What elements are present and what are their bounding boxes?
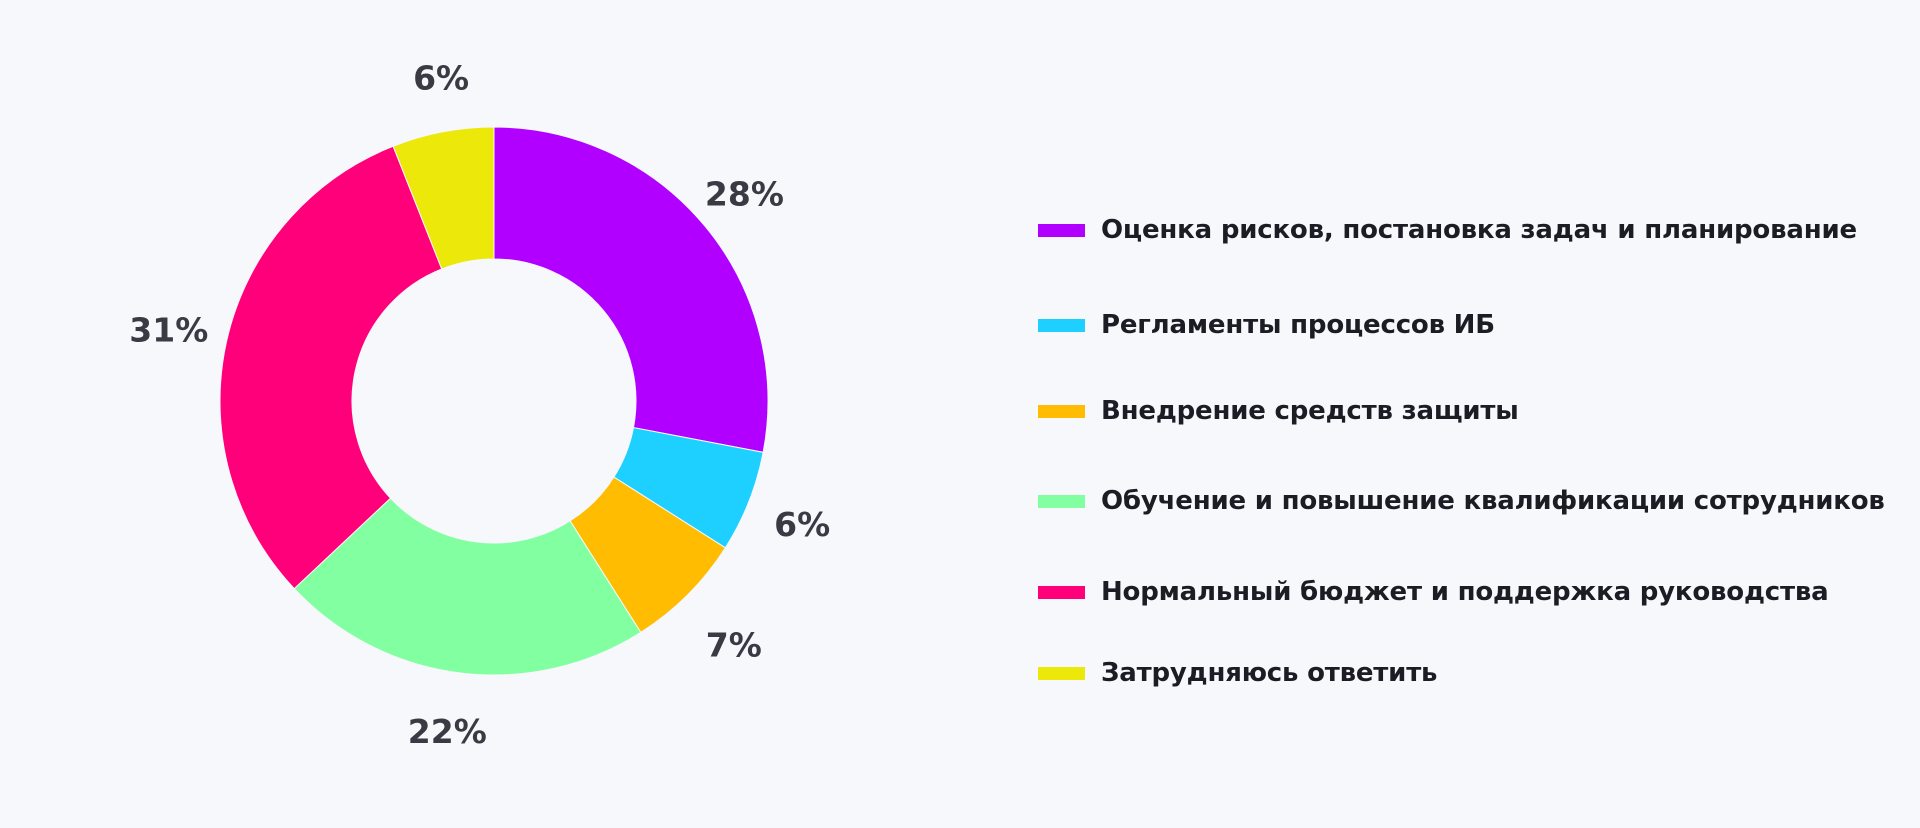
- slice-label-2: 6%: [774, 505, 830, 544]
- donut-slice-5: [219, 145, 443, 590]
- legend-label: Затрудняюсь ответить: [1101, 658, 1438, 688]
- legend-item: Нормальный бюджет и поддержка руководств…: [1038, 572, 1829, 612]
- slice-labels: 28% 6% 7% 22% 31% 6%: [129, 58, 830, 751]
- slice-label-6: 6%: [413, 58, 469, 97]
- donut-slice-1: [493, 126, 769, 453]
- legend-label: Регламенты процессов ИБ: [1101, 310, 1495, 340]
- slice-label-4: 22%: [408, 712, 487, 751]
- legend-label: Оценка рисков, постановка задач и планир…: [1101, 215, 1857, 245]
- legend-item: Внедрение средств защиты: [1038, 391, 1519, 431]
- slice-label-1: 28%: [705, 174, 784, 213]
- legend-item: Регламенты процессов ИБ: [1038, 305, 1495, 345]
- chart-legend: Оценка рисков, постановка задач и планир…: [1038, 0, 1918, 828]
- legend-label: Нормальный бюджет и поддержка руководств…: [1101, 577, 1829, 607]
- legend-item: Оценка рисков, постановка задач и планир…: [1038, 210, 1857, 250]
- donut-slice-4: [293, 497, 642, 676]
- legend-label: Обучение и повышение квалификации сотруд…: [1101, 486, 1885, 516]
- legend-swatch: [1038, 585, 1085, 599]
- legend-swatch: [1038, 666, 1085, 680]
- legend-item: Затрудняюсь ответить: [1038, 653, 1438, 693]
- donut-slices: [219, 126, 769, 676]
- slice-label-5: 31%: [129, 311, 208, 350]
- legend-swatch: [1038, 223, 1085, 237]
- legend-label: Внедрение средств защиты: [1101, 396, 1519, 426]
- slice-label-3: 7%: [706, 625, 762, 664]
- legend-swatch: [1038, 318, 1085, 332]
- legend-swatch: [1038, 404, 1085, 418]
- legend-item: Обучение и повышение квалификации сотруд…: [1038, 481, 1885, 521]
- donut-slice-6: [392, 126, 495, 270]
- legend-swatch: [1038, 494, 1085, 508]
